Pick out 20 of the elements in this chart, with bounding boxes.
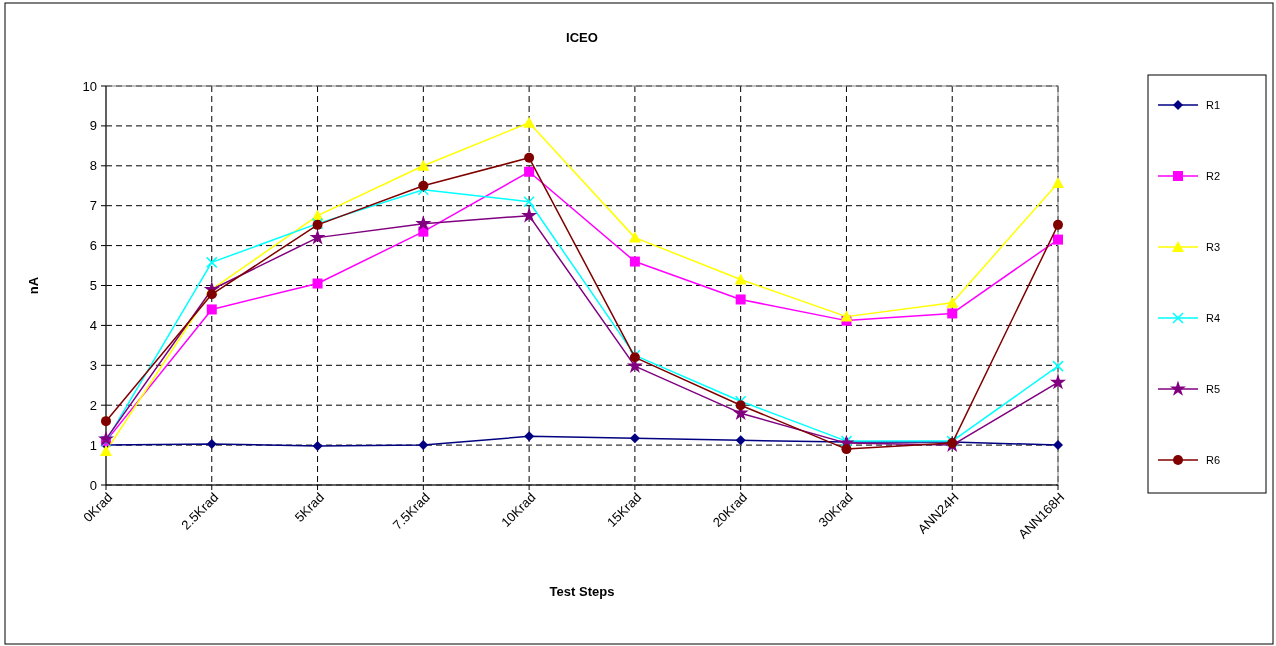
legend-label: R1 — [1206, 98, 1221, 111]
chart-title: ICEO — [566, 30, 598, 45]
y-tick-label: 9 — [89, 118, 97, 134]
y-tick-label: 1 — [89, 437, 97, 453]
y-tick-label: 5 — [89, 278, 97, 294]
legend-label: R6 — [1206, 453, 1221, 466]
y-tick-label: 10 — [82, 78, 97, 94]
y-tick-label: 2 — [89, 397, 97, 413]
y-tick-label: 3 — [89, 357, 97, 373]
x-axis-title: Test Steps — [549, 584, 615, 599]
legend-label: R2 — [1206, 169, 1221, 182]
y-tick-label: 7 — [89, 198, 97, 214]
y-tick-label: 8 — [89, 158, 97, 174]
legend-label: R4 — [1206, 311, 1221, 324]
y-tick-label: 0 — [89, 477, 97, 493]
legend-label: R5 — [1206, 382, 1221, 395]
y-tick-label: 4 — [89, 317, 97, 333]
y-tick-label: 6 — [89, 238, 97, 254]
legend-label: R3 — [1206, 240, 1221, 253]
y-axis-title: nA — [26, 276, 41, 295]
